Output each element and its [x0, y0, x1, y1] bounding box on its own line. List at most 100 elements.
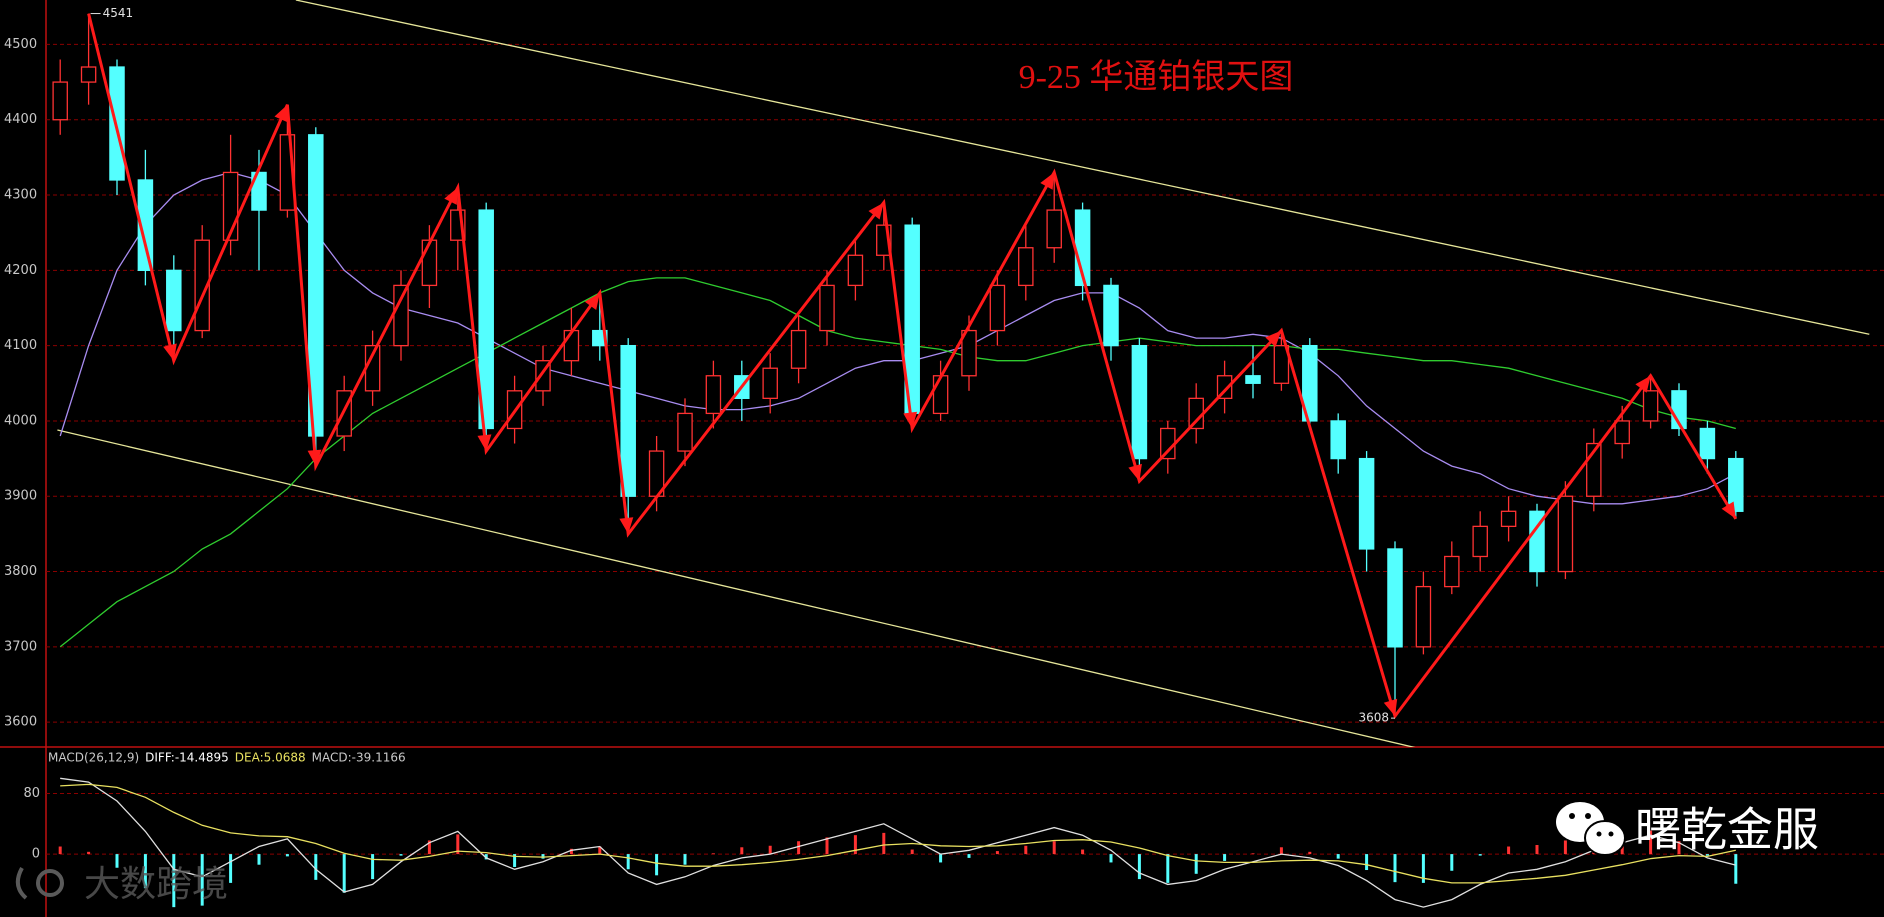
candle-body [137, 179, 154, 271]
candle-body [932, 375, 949, 415]
macd-header: DIFF:-14.4895 [145, 751, 229, 765]
arrowhead [307, 449, 322, 467]
y-tick-label: 3900 [4, 489, 37, 504]
arrowhead [274, 104, 288, 123]
moving-average [59, 277, 1736, 648]
macd-bar [1734, 854, 1738, 884]
y-tick-label: 4100 [4, 338, 37, 353]
macd-bar [200, 854, 204, 906]
candle-body [677, 412, 693, 452]
candle-body [1444, 555, 1460, 588]
arrowhead [163, 343, 177, 361]
y-tick-label: 4000 [4, 413, 37, 428]
macd-bar [1081, 849, 1085, 855]
macd-bar [484, 854, 488, 860]
candle-body [620, 344, 636, 497]
annotation: 4541 [103, 6, 134, 20]
macd-bar [541, 854, 545, 859]
price-panel [46, 0, 1884, 747]
arrowhead [903, 411, 918, 429]
macd-bar [853, 835, 857, 855]
candle-body [1614, 420, 1630, 445]
candle-body [1387, 548, 1403, 648]
candle-body [1160, 427, 1176, 460]
macd-bar [172, 854, 176, 908]
watermark-logo [15, 867, 64, 900]
candle-body [166, 269, 182, 332]
macd-bar [967, 854, 971, 858]
macd-bar [314, 854, 318, 880]
candle-body [393, 284, 409, 347]
macd-bar [1535, 845, 1539, 855]
candle-body [1273, 344, 1290, 384]
macd-panel [46, 777, 1884, 908]
candle-body [1046, 209, 1062, 249]
candle-body [1642, 390, 1659, 422]
annotation: 3608 [1358, 711, 1389, 725]
macd-bar [1194, 854, 1198, 874]
macd-bar [683, 854, 687, 865]
candle-body [961, 329, 977, 377]
macd-bar [740, 847, 744, 855]
arrowhead [1040, 172, 1055, 190]
arrowhead [1721, 501, 1736, 519]
macd-bar [655, 854, 659, 876]
candle-body [989, 284, 1006, 332]
channel-line [295, 0, 1870, 335]
macd-bar [427, 840, 431, 855]
arrowhead [619, 517, 634, 534]
candle-body [1302, 344, 1318, 422]
candle-body [1245, 375, 1261, 384]
arrowhead [1635, 375, 1651, 393]
macd-bar [1308, 851, 1312, 855]
candle-body [308, 134, 324, 437]
arrowhead [1128, 463, 1142, 482]
y-tick-label: 4400 [4, 112, 37, 127]
macd-bar [1649, 830, 1653, 855]
candle-body [847, 254, 864, 287]
candle-body [1529, 510, 1545, 573]
candle-body [705, 375, 722, 415]
y-tick-label: 3800 [4, 564, 37, 579]
arrowhead [1383, 698, 1398, 717]
macd-bar [285, 854, 289, 857]
candle-body [1415, 585, 1432, 648]
macd-bar [1365, 854, 1369, 871]
arrowhead [477, 434, 492, 452]
macd-bar [87, 851, 91, 855]
macd-bar [342, 854, 346, 893]
wechat-icon [1556, 802, 1626, 856]
watermark: 曙乾金服 [1635, 803, 1819, 857]
macd-bar [58, 846, 62, 855]
watermark: 大数跨境 [84, 864, 228, 905]
candle-body [1131, 344, 1148, 460]
macd-bar [1450, 854, 1454, 871]
moving-average [59, 171, 1737, 505]
macd-bar [711, 853, 715, 855]
macd-bar [115, 854, 119, 868]
macd-bar [143, 854, 147, 889]
zigzag-line [87, 13, 1738, 720]
macd-bar [1137, 854, 1141, 880]
macd-bar [1336, 854, 1340, 859]
candle-body [1699, 427, 1716, 460]
candle-body [1358, 457, 1375, 550]
candle-body [421, 239, 438, 287]
macd-bar [1223, 854, 1227, 861]
chart-title: 9-25 华通铂银天图 [1019, 58, 1294, 96]
macd-bar [768, 845, 772, 855]
y-tick-label: 3700 [4, 639, 37, 654]
macd-line [60, 783, 1736, 884]
macd-bar [229, 854, 233, 883]
macd-header: MACD:-39.1166 [312, 751, 406, 765]
candle-body [80, 66, 97, 83]
arrowhead [444, 187, 458, 205]
y-tick-label: 0 [32, 847, 40, 862]
arrowhead [1265, 330, 1282, 347]
channel-line [57, 429, 1416, 747]
arrowhead [868, 202, 884, 220]
macd-bar [1507, 846, 1511, 855]
macd-bar [513, 854, 517, 867]
macd-bar [1024, 845, 1028, 855]
macd-bar [399, 854, 403, 856]
